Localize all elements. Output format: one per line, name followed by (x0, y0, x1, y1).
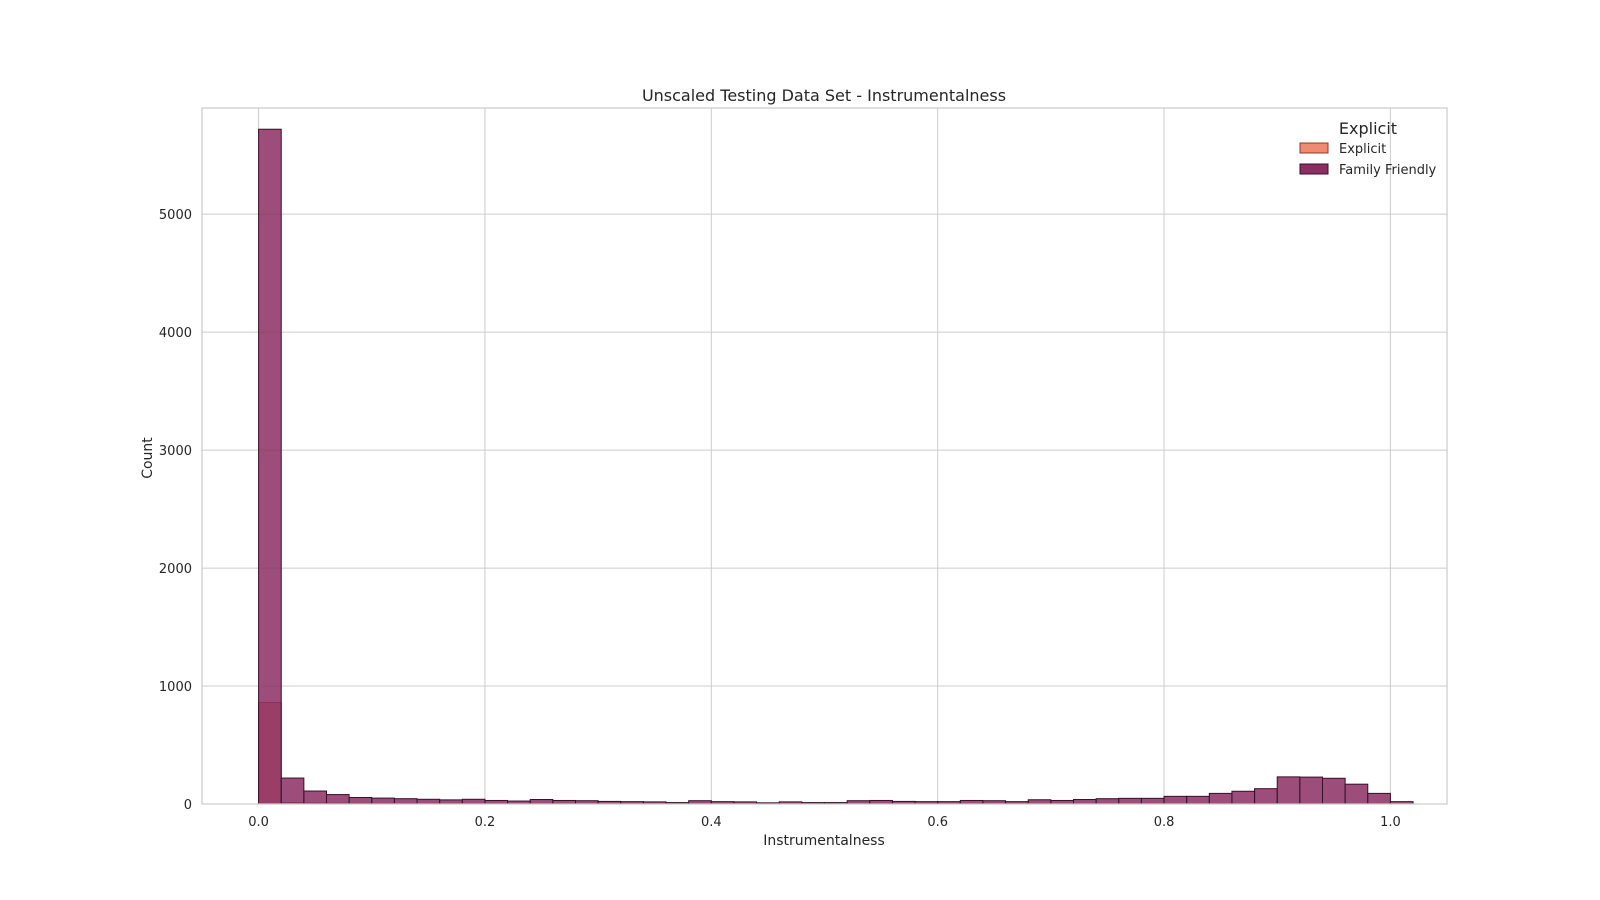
family-friendly-bar (1367, 792, 1391, 805)
legend-swatch-family-friendly (1299, 163, 1329, 175)
family-friendly-bar (1322, 777, 1346, 805)
legend: Explicit Explicit Family Friendly (1299, 119, 1437, 178)
x-axis-label: Instrumentalness (763, 833, 885, 849)
family-friendly-bar (1208, 792, 1233, 805)
family-friendly-bar (258, 128, 282, 805)
y-tick-label: 5000 (159, 208, 192, 223)
legend-label-family-friendly: Family Friendly (1339, 163, 1437, 178)
family-friendly-bar (416, 798, 441, 805)
plot-frame (201, 107, 1448, 805)
family-friendly-bar (1231, 790, 1256, 805)
y-tick-label: 3000 (159, 444, 192, 459)
family-friendly-bar (303, 790, 328, 805)
y-tick-label: 2000 (159, 562, 192, 577)
y-tick-label: 0 (184, 798, 192, 813)
x-tick-label: 1.0 (1380, 815, 1401, 830)
family-friendly-bar (1186, 795, 1210, 805)
family-friendly-bar (1027, 799, 1052, 805)
family-friendly-bar (348, 797, 373, 805)
y-tick-label: 4000 (159, 326, 192, 341)
family-friendly-bar (1299, 776, 1324, 805)
y-tick-labels: 0 1000 2000 3000 4000 5000 (159, 208, 192, 813)
x-tick-label: 0.6 (927, 815, 948, 830)
x-tick-label: 0.4 (701, 815, 722, 830)
family-friendly-bar (371, 797, 395, 805)
family-friendly-bar (461, 798, 486, 805)
family-friendly-bar (1073, 799, 1097, 805)
y-tick-label: 1000 (159, 680, 192, 695)
legend-swatch-explicit (1299, 142, 1329, 154)
family-friendly-bar (529, 799, 554, 805)
chart-title: Unscaled Testing Data Set - Instrumental… (642, 86, 1006, 105)
family-friendly-bar (1140, 797, 1165, 805)
family-friendly-bar (1276, 776, 1301, 805)
x-tick-label: 0.0 (248, 815, 269, 830)
family-friendly-bar (1344, 783, 1369, 805)
x-tick-label: 0.8 (1154, 815, 1175, 830)
x-tick-label: 0.2 (475, 815, 496, 830)
family-friendly-bar (1095, 798, 1120, 805)
x-tick-labels: 0.0 0.2 0.4 0.6 0.8 1.0 (248, 815, 1401, 830)
family-friendly-bar (280, 777, 305, 805)
legend-label-explicit: Explicit (1339, 142, 1386, 157)
family-friendly-bar (326, 794, 350, 805)
family-friendly-bar (1118, 797, 1142, 805)
y-axis-label: Count (140, 437, 156, 479)
family-friendly-bar (1254, 788, 1278, 805)
legend-title: Explicit (1339, 119, 1397, 138)
family-friendly-bar (393, 798, 418, 805)
family-friendly-bar (1163, 795, 1188, 805)
plot-background (202, 108, 1447, 804)
